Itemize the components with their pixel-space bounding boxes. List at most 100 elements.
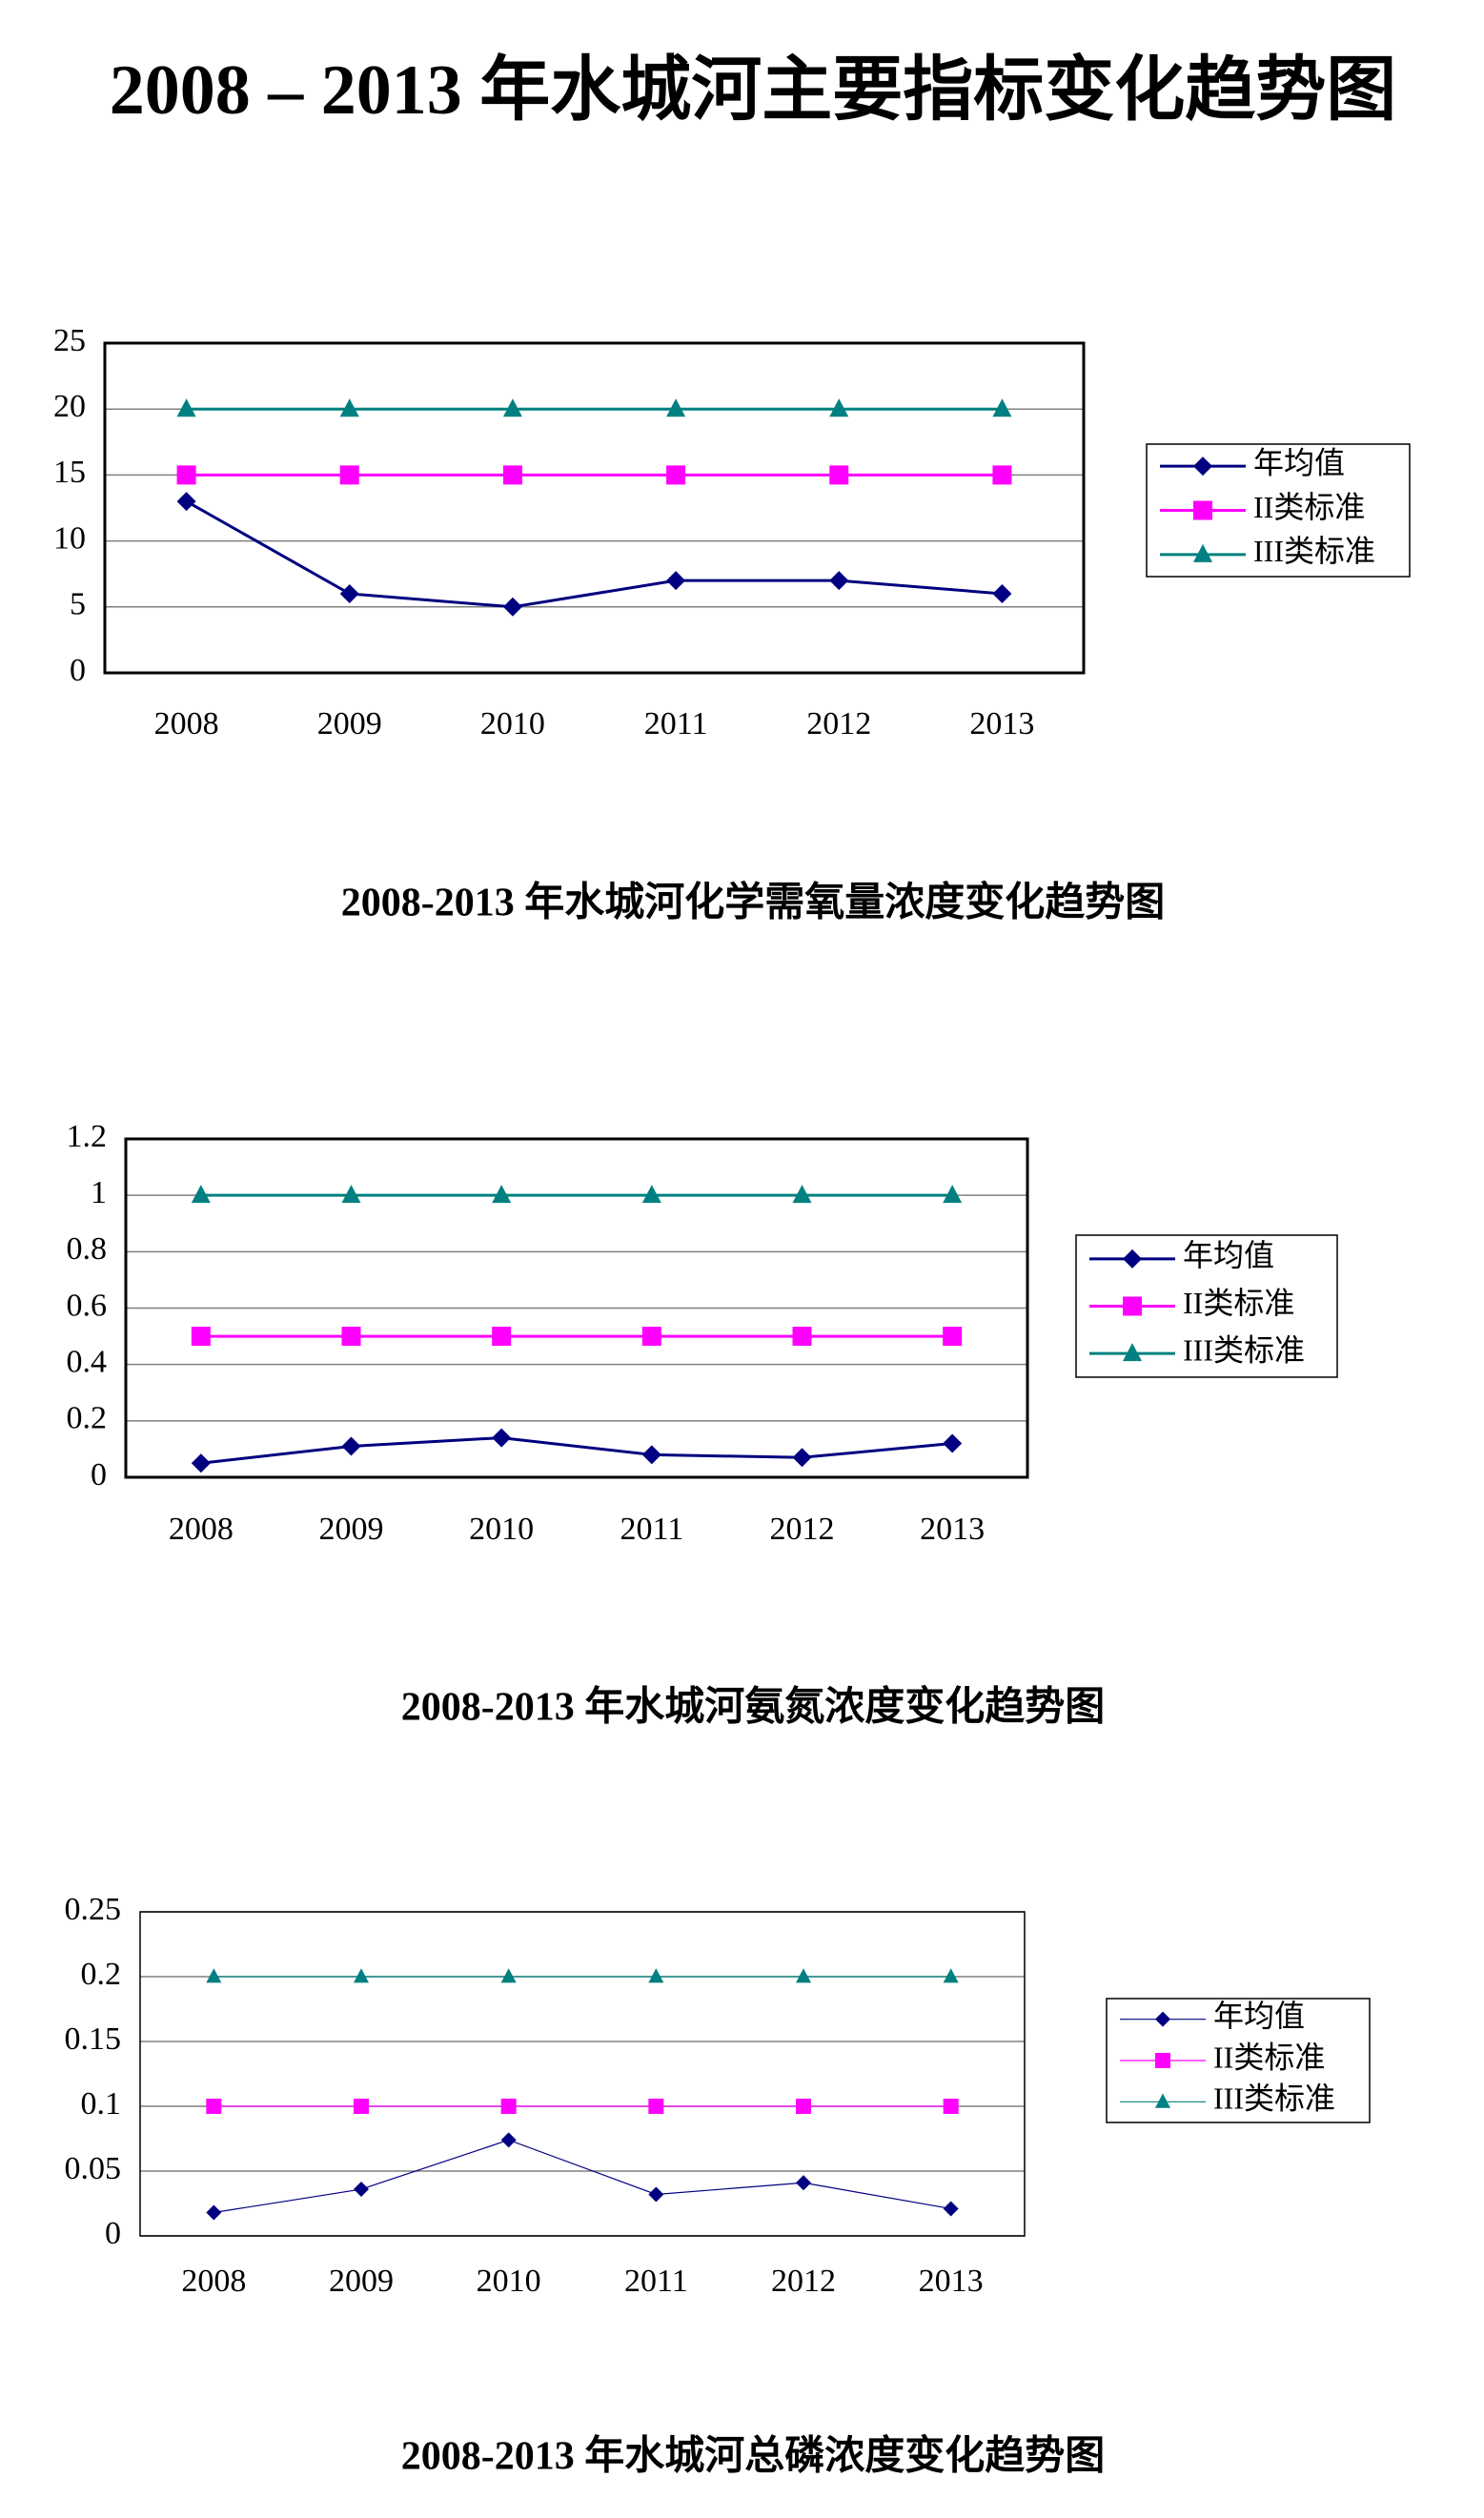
marker xyxy=(206,2099,222,2114)
marker xyxy=(354,1968,369,1983)
y-tick-label: 0.1 xyxy=(81,2086,122,2122)
marker xyxy=(792,1448,812,1468)
x-tick-label: 2009 xyxy=(329,2264,394,2299)
legend-label: II类标准 xyxy=(1183,1286,1294,1320)
marker xyxy=(206,2204,222,2221)
x-tick-label: 2012 xyxy=(770,1512,835,1547)
legend-marker xyxy=(1155,2011,1170,2027)
y-tick-label: 1.2 xyxy=(67,1119,108,1154)
y-tick-label: 0.2 xyxy=(81,1957,122,1992)
y-tick-label: 0.4 xyxy=(67,1344,108,1379)
marker xyxy=(341,1327,361,1347)
legend-marker xyxy=(1193,543,1212,562)
marker xyxy=(341,1436,361,1456)
y-tick-label: 0.05 xyxy=(65,2151,122,2186)
marker xyxy=(829,465,849,485)
legend-label: III类标准 xyxy=(1213,2081,1335,2116)
legend-label: III类标准 xyxy=(1183,1333,1305,1368)
marker xyxy=(943,1968,959,1983)
marker xyxy=(796,2175,811,2191)
marker xyxy=(354,2099,369,2114)
legend-label: 年均值 xyxy=(1253,446,1345,480)
marker xyxy=(500,1968,517,1983)
legend-marker xyxy=(1123,1343,1142,1362)
series-line xyxy=(213,2139,951,2214)
x-tick-label: 2012 xyxy=(771,2264,836,2299)
marker xyxy=(796,1968,811,1983)
marker xyxy=(339,465,359,485)
marker xyxy=(500,2132,517,2148)
y-tick-label: 0 xyxy=(105,2216,121,2251)
y-tick-label: 0.2 xyxy=(67,1401,108,1436)
plot-border xyxy=(139,1911,1026,2237)
y-tick-label: 1 xyxy=(91,1175,107,1210)
y-tick-label: 0 xyxy=(91,1457,107,1493)
marker xyxy=(943,1185,963,1204)
legend-label: 年均值 xyxy=(1213,1999,1305,2033)
marker xyxy=(206,1968,222,1983)
marker xyxy=(796,2099,811,2114)
series-line xyxy=(200,1436,953,1465)
legend-marker xyxy=(1193,500,1212,520)
y-tick-label: 0.15 xyxy=(65,2021,122,2057)
marker xyxy=(191,1327,211,1347)
x-tick-label: 2008 xyxy=(181,2264,246,2299)
marker xyxy=(339,583,359,603)
plot-border xyxy=(103,341,1086,675)
y-tick-label: 0.6 xyxy=(67,1288,108,1323)
x-tick-label: 2010 xyxy=(477,2264,541,2299)
marker xyxy=(992,398,1012,417)
marker xyxy=(339,398,359,417)
y-tick-label: 5 xyxy=(70,587,86,622)
legend-label: 年均值 xyxy=(1183,1238,1274,1272)
y-tick-label: 15 xyxy=(53,455,86,490)
x-tick-label: 2010 xyxy=(469,1512,534,1547)
legend-marker xyxy=(1193,457,1212,477)
marker xyxy=(648,1968,664,1983)
marker xyxy=(176,398,196,417)
marker xyxy=(502,398,522,417)
legend-marker xyxy=(1155,2053,1170,2068)
x-tick-label: 2013 xyxy=(969,706,1034,741)
marker xyxy=(641,1445,661,1465)
chart-caption: 2008-2013 年水城河总磷浓度变化趋势图 xyxy=(401,2434,1106,2479)
marker xyxy=(641,1185,661,1204)
marker xyxy=(829,398,849,417)
x-tick-label: 2013 xyxy=(920,1512,985,1547)
legend-label: II类标准 xyxy=(1253,490,1365,524)
x-tick-label: 2011 xyxy=(644,706,708,741)
legend-label: II类标准 xyxy=(1213,2040,1325,2074)
marker xyxy=(943,2099,959,2114)
marker xyxy=(666,571,686,591)
legend-marker xyxy=(1155,2093,1170,2108)
y-tick-label: 25 xyxy=(53,323,86,358)
marker xyxy=(666,465,686,485)
x-tick-label: 2009 xyxy=(317,706,382,741)
marker xyxy=(502,465,522,485)
plot-border xyxy=(124,1137,1029,1479)
chart-caption: 2008-2013 年水城河化学需氧量浓度变化趋势图 xyxy=(341,881,1166,925)
marker xyxy=(666,398,686,417)
legend-marker xyxy=(1123,1249,1142,1269)
marker xyxy=(943,1433,963,1453)
chart-caption: 2008-2013 年水城河氨氮浓度变化趋势图 xyxy=(401,1685,1106,1730)
x-tick-label: 2013 xyxy=(919,2264,984,2299)
marker xyxy=(943,1327,963,1347)
x-tick-label: 2008 xyxy=(169,1512,234,1547)
page-title: 2008 – 2013 年水城河主要指标变化趋势图 xyxy=(110,51,1397,130)
y-tick-label: 20 xyxy=(53,389,86,424)
marker xyxy=(792,1185,812,1204)
marker xyxy=(191,1185,211,1204)
marker xyxy=(502,597,522,617)
marker xyxy=(992,465,1012,485)
y-tick-label: 0 xyxy=(70,653,86,688)
marker xyxy=(176,465,196,485)
marker xyxy=(943,2201,959,2217)
marker xyxy=(648,2099,664,2114)
marker xyxy=(648,2186,664,2203)
marker xyxy=(641,1327,661,1347)
marker xyxy=(176,492,196,512)
marker xyxy=(191,1453,211,1473)
